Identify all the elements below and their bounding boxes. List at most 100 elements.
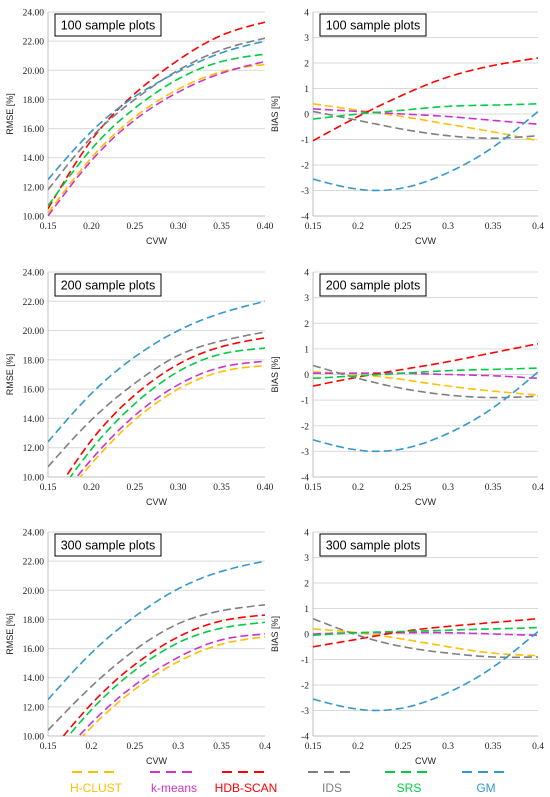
- legend-label: SRS: [397, 781, 422, 795]
- y-tick-label: 16.00: [23, 386, 45, 396]
- y-tick-label: 10.00: [23, 213, 45, 223]
- series-line-hdb-scan: [64, 337, 265, 477]
- x-tick-label: 0.35: [213, 483, 230, 493]
- series-line-k-means: [77, 633, 265, 736]
- y-tick-label: 12.00: [23, 444, 45, 454]
- series-line-hdb-scan: [48, 21, 265, 210]
- x-tick-label: 0.30: [170, 483, 187, 493]
- y-tick-label: 4: [304, 269, 309, 279]
- chart-title: 300 sample plots: [61, 539, 156, 553]
- y-tick-label: 10.00: [23, 733, 45, 743]
- y-tick-label: 1: [304, 605, 309, 615]
- series-line-srs: [313, 367, 538, 380]
- y-tick-label: 0: [304, 631, 309, 641]
- x-tick-label: 0.15: [40, 483, 57, 493]
- y-tick-label: 0: [304, 371, 309, 381]
- legend-item-h-clust: H-CLUST: [70, 771, 123, 795]
- y-tick-label: 3: [304, 294, 309, 304]
- series-line-hdb-scan: [313, 57, 538, 142]
- chart-panel-6: -4 -3 -2 -1 0 1 2 3 4 0.15 0.2 0.25 0.3 0.35 0.4 CVW BIA…: [270, 529, 544, 767]
- chart-title-box: [319, 13, 427, 37]
- series-line-gm: [313, 110, 538, 192]
- chart-title-box: [54, 533, 162, 557]
- x-tick-label: 0.15: [305, 483, 322, 493]
- y-tick-label: 16.00: [23, 125, 45, 135]
- y-axis-label: RMSE [%]: [5, 354, 15, 396]
- series-line-h-clust: [313, 628, 538, 657]
- chart-panel-3: 10.00 12.00 14.00 16.00 18.00 20.00 22.00 24.00…: [5, 269, 274, 508]
- y-tick-label: 4: [304, 9, 309, 19]
- series-line-h-clust: [81, 636, 265, 736]
- series-line-srs: [313, 626, 538, 637]
- x-axis-label: CVW: [146, 756, 168, 766]
- series-line-k-means: [48, 60, 265, 216]
- x-tick-label: 0.25: [395, 742, 412, 752]
- y-tick-label: 12.00: [23, 183, 45, 193]
- y-tick-label: 12.00: [23, 703, 45, 713]
- x-tick-label: 0.35: [485, 483, 502, 493]
- y-axis-label: BIAS [%]: [270, 356, 280, 392]
- y-tick-label: 1: [304, 345, 309, 355]
- y-tick-label: -4: [301, 733, 309, 743]
- chart-title: 200 sample plots: [326, 279, 421, 293]
- y-tick-label: 14.00: [23, 154, 45, 164]
- x-tick-label: 0.15: [305, 742, 322, 752]
- x-tick-label: 0.2: [352, 483, 364, 493]
- x-tick-label: 0.3: [442, 222, 454, 232]
- series-line-gm: [48, 300, 265, 443]
- chart-title: 200 sample plots: [61, 279, 156, 293]
- x-tick-label: 0.35: [213, 222, 230, 232]
- y-tick-label: 24.00: [23, 269, 45, 279]
- series-line-srs: [69, 347, 265, 477]
- x-axis-label: CVW: [415, 236, 437, 246]
- y-tick-label: 22.00: [23, 38, 45, 48]
- y-tick-label: -4: [301, 213, 309, 223]
- series-line-hdb-scan: [313, 343, 538, 387]
- chart-title: 300 sample plots: [326, 539, 421, 553]
- y-tick-label: 24.00: [23, 529, 45, 539]
- series-line-srs: [48, 53, 265, 207]
- y-tick-label: -3: [301, 187, 309, 197]
- y-tick-label: -1: [301, 397, 309, 407]
- x-tick-label: 0.3: [172, 742, 184, 752]
- y-tick-label: -3: [301, 707, 309, 717]
- x-tick-label: 0.4: [532, 222, 544, 232]
- x-tick-label: 0.20: [83, 222, 100, 232]
- y-axis-label: RMSE [%]: [5, 613, 15, 655]
- series-line-ids: [48, 604, 265, 731]
- x-axis-label: CVW: [146, 236, 168, 246]
- series-line-h-clust: [313, 103, 538, 142]
- y-tick-label: 1: [304, 85, 309, 95]
- legend-label: GM: [476, 781, 495, 795]
- series-line-gm: [48, 560, 265, 701]
- y-tick-label: 24.00: [23, 9, 45, 19]
- x-axis-label: CVW: [146, 497, 168, 507]
- y-tick-label: 2: [304, 580, 309, 590]
- x-tick-label: 0.15: [40, 222, 57, 232]
- chart-title-box: [319, 533, 427, 557]
- chart-panel-2: -4 -3 -2 -1 0 1 2 3 4 0.15 0.2 0.25 0.3 0.35 0.4 CVW BIA…: [270, 9, 544, 247]
- y-tick-label: 20.00: [23, 327, 45, 337]
- series-line-ids: [48, 37, 265, 191]
- legend-label: k-means: [151, 781, 197, 795]
- y-tick-label: -2: [301, 422, 309, 432]
- chart-title: 100 sample plots: [61, 19, 156, 33]
- series-line-k-means: [75, 360, 265, 477]
- x-axis-label: CVW: [415, 497, 437, 507]
- chart-panel-4: -4 -3 -2 -1 0 1 2 3 4 0.15 0.2 0.25 0.3 0.35 0.4 CVW BIA…: [270, 269, 544, 508]
- x-tick-label: 0.2: [352, 742, 364, 752]
- chart-panel-5: 10.00 12.00 14.00 16.00 18.00 20.00 22.00 24.00…: [5, 529, 271, 767]
- x-axis-label: CVW: [415, 756, 437, 766]
- series-line-hdb-scan: [313, 617, 538, 648]
- y-tick-label: 18.00: [23, 356, 45, 366]
- x-tick-label: 0.3: [442, 483, 454, 493]
- y-tick-label: 4: [304, 529, 309, 539]
- x-tick-label: 0.40: [257, 222, 274, 232]
- y-tick-label: 0: [304, 111, 309, 121]
- x-tick-label: 0.25: [126, 742, 143, 752]
- y-tick-label: 16.00: [23, 645, 45, 655]
- series-line-srs: [67, 621, 265, 736]
- x-tick-label: 0.40: [257, 483, 274, 493]
- x-tick-label: 0.35: [213, 742, 230, 752]
- legend-item-hdb-scan: HDB-SCAN: [215, 771, 277, 795]
